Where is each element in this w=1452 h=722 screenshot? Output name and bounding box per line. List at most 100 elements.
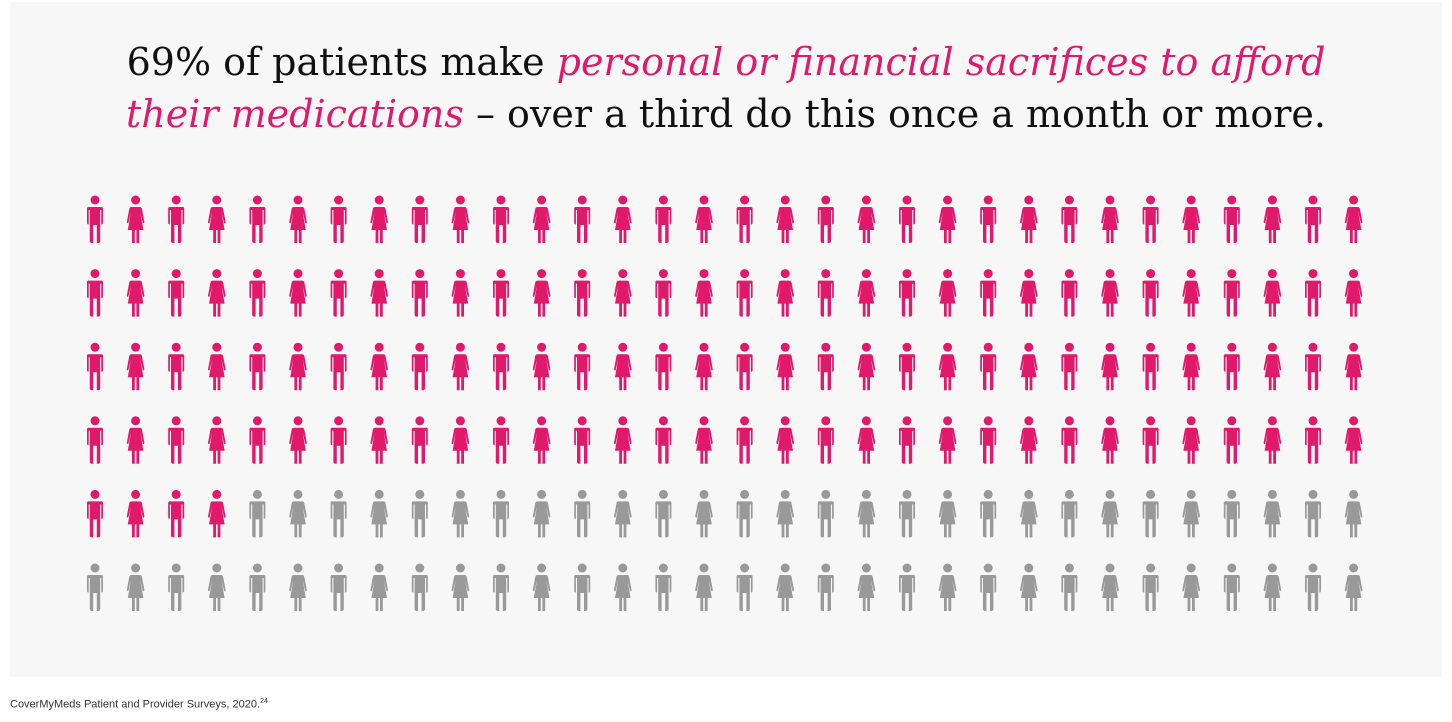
female-person-icon [1263,489,1282,538]
female-person-icon [1101,342,1119,391]
male-person-icon [411,416,428,464]
female-person-icon [1101,269,1119,317]
male-person-icon [1223,342,1240,391]
female-person-icon [126,563,145,611]
female-person-icon [613,195,632,243]
male-person-icon [1061,195,1078,243]
male-person-icon [1061,563,1078,611]
male-person-icon [899,489,915,538]
male-person-icon [817,342,834,391]
female-person-icon [207,489,226,538]
male-person-icon [899,269,915,317]
female-person-icon [1019,269,1038,317]
male-person-icon [980,489,997,538]
male-person-icon [736,269,753,317]
female-person-icon [451,489,470,538]
male-person-icon [899,195,915,243]
source-citation: CoverMyMeds Patient and Provider Surveys… [10,698,268,711]
female-person-icon [207,195,226,243]
male-person-icon [1305,563,1321,611]
headline-part-1: 69% of patients make [126,40,557,84]
male-person-icon [1061,489,1078,538]
male-person-icon [87,269,103,317]
female-person-icon [1344,563,1363,611]
male-person-icon [493,269,509,317]
female-person-icon [370,489,389,538]
female-person-icon [370,563,389,611]
female-person-icon [207,563,226,611]
male-person-icon [655,489,672,538]
male-person-icon [168,563,185,611]
male-person-icon [817,269,834,317]
female-person-icon [776,489,795,538]
male-person-icon [330,195,347,243]
male-person-icon [899,342,915,391]
male-person-icon [168,269,185,317]
male-person-icon [1142,489,1159,538]
female-person-icon [451,563,470,611]
male-person-icon [655,269,672,317]
male-person-icon [249,342,266,391]
female-person-icon [532,416,551,464]
male-person-icon [817,195,834,243]
female-person-icon [289,195,307,243]
male-person-icon [899,563,915,611]
male-person-icon [1305,342,1321,391]
male-person-icon [1142,563,1159,611]
male-person-icon [493,195,509,243]
male-person-icon [574,416,591,464]
male-person-icon [1305,269,1321,317]
female-person-icon [695,195,713,243]
female-person-icon [289,416,307,464]
female-person-icon [695,342,713,391]
male-person-icon [1061,269,1078,317]
female-person-icon [857,195,876,243]
male-person-icon [87,342,103,391]
male-person-icon [1223,416,1240,464]
female-person-icon [370,269,389,317]
male-person-icon [1305,416,1321,464]
male-person-icon [87,489,103,538]
female-person-icon [776,195,795,243]
male-person-icon [736,416,753,464]
female-person-icon [1182,342,1201,391]
male-person-icon [655,342,672,391]
female-person-icon [126,269,145,317]
male-person-icon [493,489,509,538]
female-person-icon [1263,342,1282,391]
male-person-icon [249,416,266,464]
male-person-icon [655,195,672,243]
female-person-icon [938,269,957,317]
male-person-icon [330,342,347,391]
female-person-icon [1263,195,1282,243]
male-person-icon [330,416,347,464]
infographic-panel [10,2,1442,677]
female-person-icon [613,269,632,317]
female-person-icon [370,342,389,391]
female-person-icon [289,489,307,538]
male-person-icon [817,489,834,538]
female-person-icon [776,269,795,317]
female-person-icon [451,195,470,243]
male-person-icon [168,342,185,391]
female-person-icon [938,489,957,538]
female-person-icon [1344,489,1363,538]
headline-highlight-2: their medications [126,92,464,136]
female-person-icon [207,342,226,391]
female-person-icon [1019,489,1038,538]
female-person-icon [1101,489,1119,538]
male-person-icon [493,416,509,464]
source-footnote: 24 [260,698,268,705]
female-person-icon [695,489,713,538]
male-person-icon [574,563,591,611]
male-person-icon [817,563,834,611]
male-person-icon [411,195,428,243]
female-person-icon [857,269,876,317]
female-person-icon [1019,416,1038,464]
female-person-icon [695,416,713,464]
male-person-icon [168,489,185,538]
female-person-icon [1344,195,1363,243]
male-person-icon [87,195,103,243]
female-person-icon [1263,563,1282,611]
